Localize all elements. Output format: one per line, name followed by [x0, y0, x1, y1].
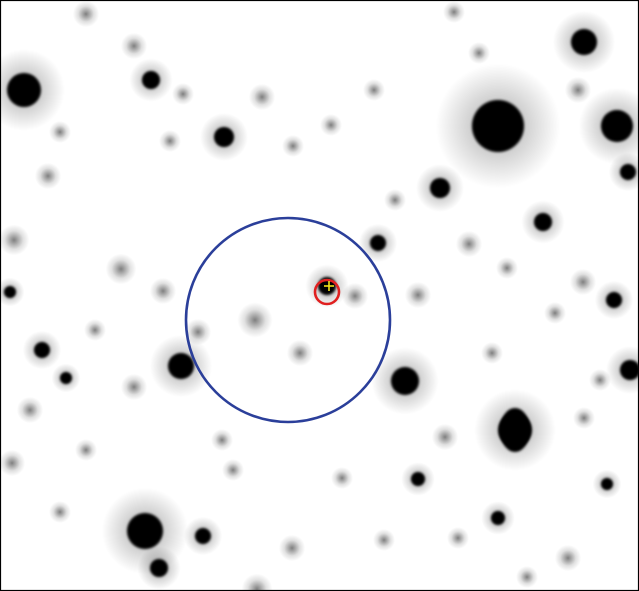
faint-star	[248, 83, 276, 111]
faint-star	[172, 83, 194, 105]
bright-star	[391, 367, 419, 395]
bright-star	[601, 110, 633, 142]
faint-star	[331, 467, 353, 489]
bright-star	[34, 342, 50, 358]
faint-star	[286, 339, 314, 367]
bright-star	[571, 29, 597, 55]
faint-star	[0, 224, 30, 256]
faint-star	[72, 0, 100, 28]
faint-star	[589, 369, 611, 391]
bright-star	[472, 100, 524, 152]
faint-star	[149, 277, 177, 305]
faint-star	[105, 253, 137, 285]
bright-star	[60, 372, 72, 384]
elongated-star	[500, 408, 530, 452]
faint-star	[241, 573, 273, 591]
faint-star	[282, 135, 304, 157]
faint-star	[544, 302, 566, 324]
faint-star	[237, 302, 273, 338]
bright-star	[606, 292, 622, 308]
faint-star	[447, 527, 469, 549]
faint-star	[373, 529, 395, 551]
search-radius-circle	[184, 216, 392, 424]
bright-star	[127, 513, 163, 549]
faint-star	[159, 130, 181, 152]
faint-star	[341, 282, 369, 310]
bright-star	[168, 353, 194, 379]
faint-star	[384, 189, 406, 211]
faint-star	[564, 76, 592, 104]
faint-star	[481, 342, 503, 364]
faint-star	[455, 230, 483, 258]
faint-star	[468, 42, 490, 64]
faint-star	[211, 429, 233, 451]
faint-star	[516, 566, 538, 588]
faint-star	[404, 281, 432, 309]
faint-star	[34, 162, 62, 190]
faint-star	[573, 407, 595, 429]
target-circle	[313, 278, 341, 306]
faint-star	[569, 268, 597, 296]
faint-star	[0, 449, 26, 477]
faint-star	[278, 534, 306, 562]
target-marker-icon	[324, 281, 334, 291]
faint-star	[49, 501, 71, 523]
faint-star	[120, 32, 148, 60]
bright-star	[620, 164, 636, 180]
faint-star	[222, 459, 244, 481]
faint-star	[320, 114, 342, 136]
faint-star	[443, 1, 465, 23]
bright-star	[370, 235, 386, 251]
bright-star	[430, 178, 450, 198]
faint-star	[75, 439, 97, 461]
bright-star	[4, 286, 16, 298]
faint-star	[496, 257, 518, 279]
faint-star	[554, 544, 582, 572]
faint-star	[49, 121, 71, 143]
bright-star	[620, 360, 639, 380]
faint-star	[16, 396, 44, 424]
bright-star	[214, 127, 234, 147]
bright-star	[601, 478, 613, 490]
bright-star	[142, 71, 160, 89]
faint-star	[120, 373, 148, 401]
bright-star	[411, 472, 425, 486]
bright-star	[491, 511, 505, 525]
faint-star	[431, 423, 459, 451]
bright-star	[195, 528, 211, 544]
bright-star	[7, 73, 41, 107]
faint-star	[363, 79, 385, 101]
faint-star	[84, 319, 106, 341]
bright-star	[534, 213, 552, 231]
bright-star	[150, 559, 168, 577]
